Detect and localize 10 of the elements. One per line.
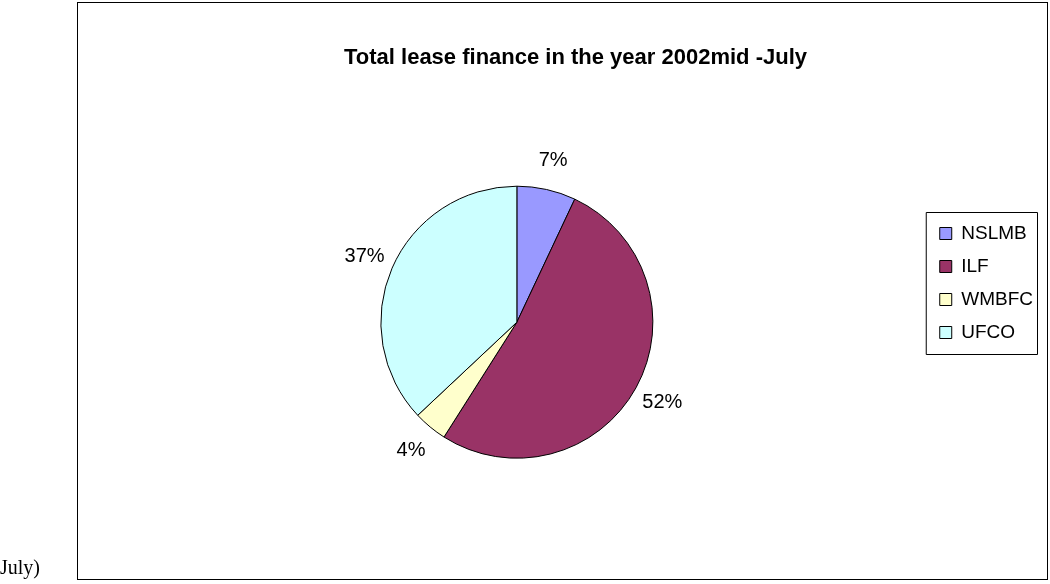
- legend-label: NSLMB: [961, 221, 1027, 243]
- data-label: 52%: [642, 389, 683, 412]
- data-label: 7%: [538, 147, 568, 170]
- data-label: 4%: [396, 437, 426, 460]
- chart-title: Total lease finance in the year 2002mid -July: [344, 44, 808, 70]
- legend-label: ILF: [961, 254, 989, 276]
- text: July): [0, 556, 40, 579]
- legend-label: WMBFC: [961, 287, 1034, 309]
- data-label: 37%: [344, 243, 385, 266]
- legend-label: UFCO: [961, 320, 1016, 342]
